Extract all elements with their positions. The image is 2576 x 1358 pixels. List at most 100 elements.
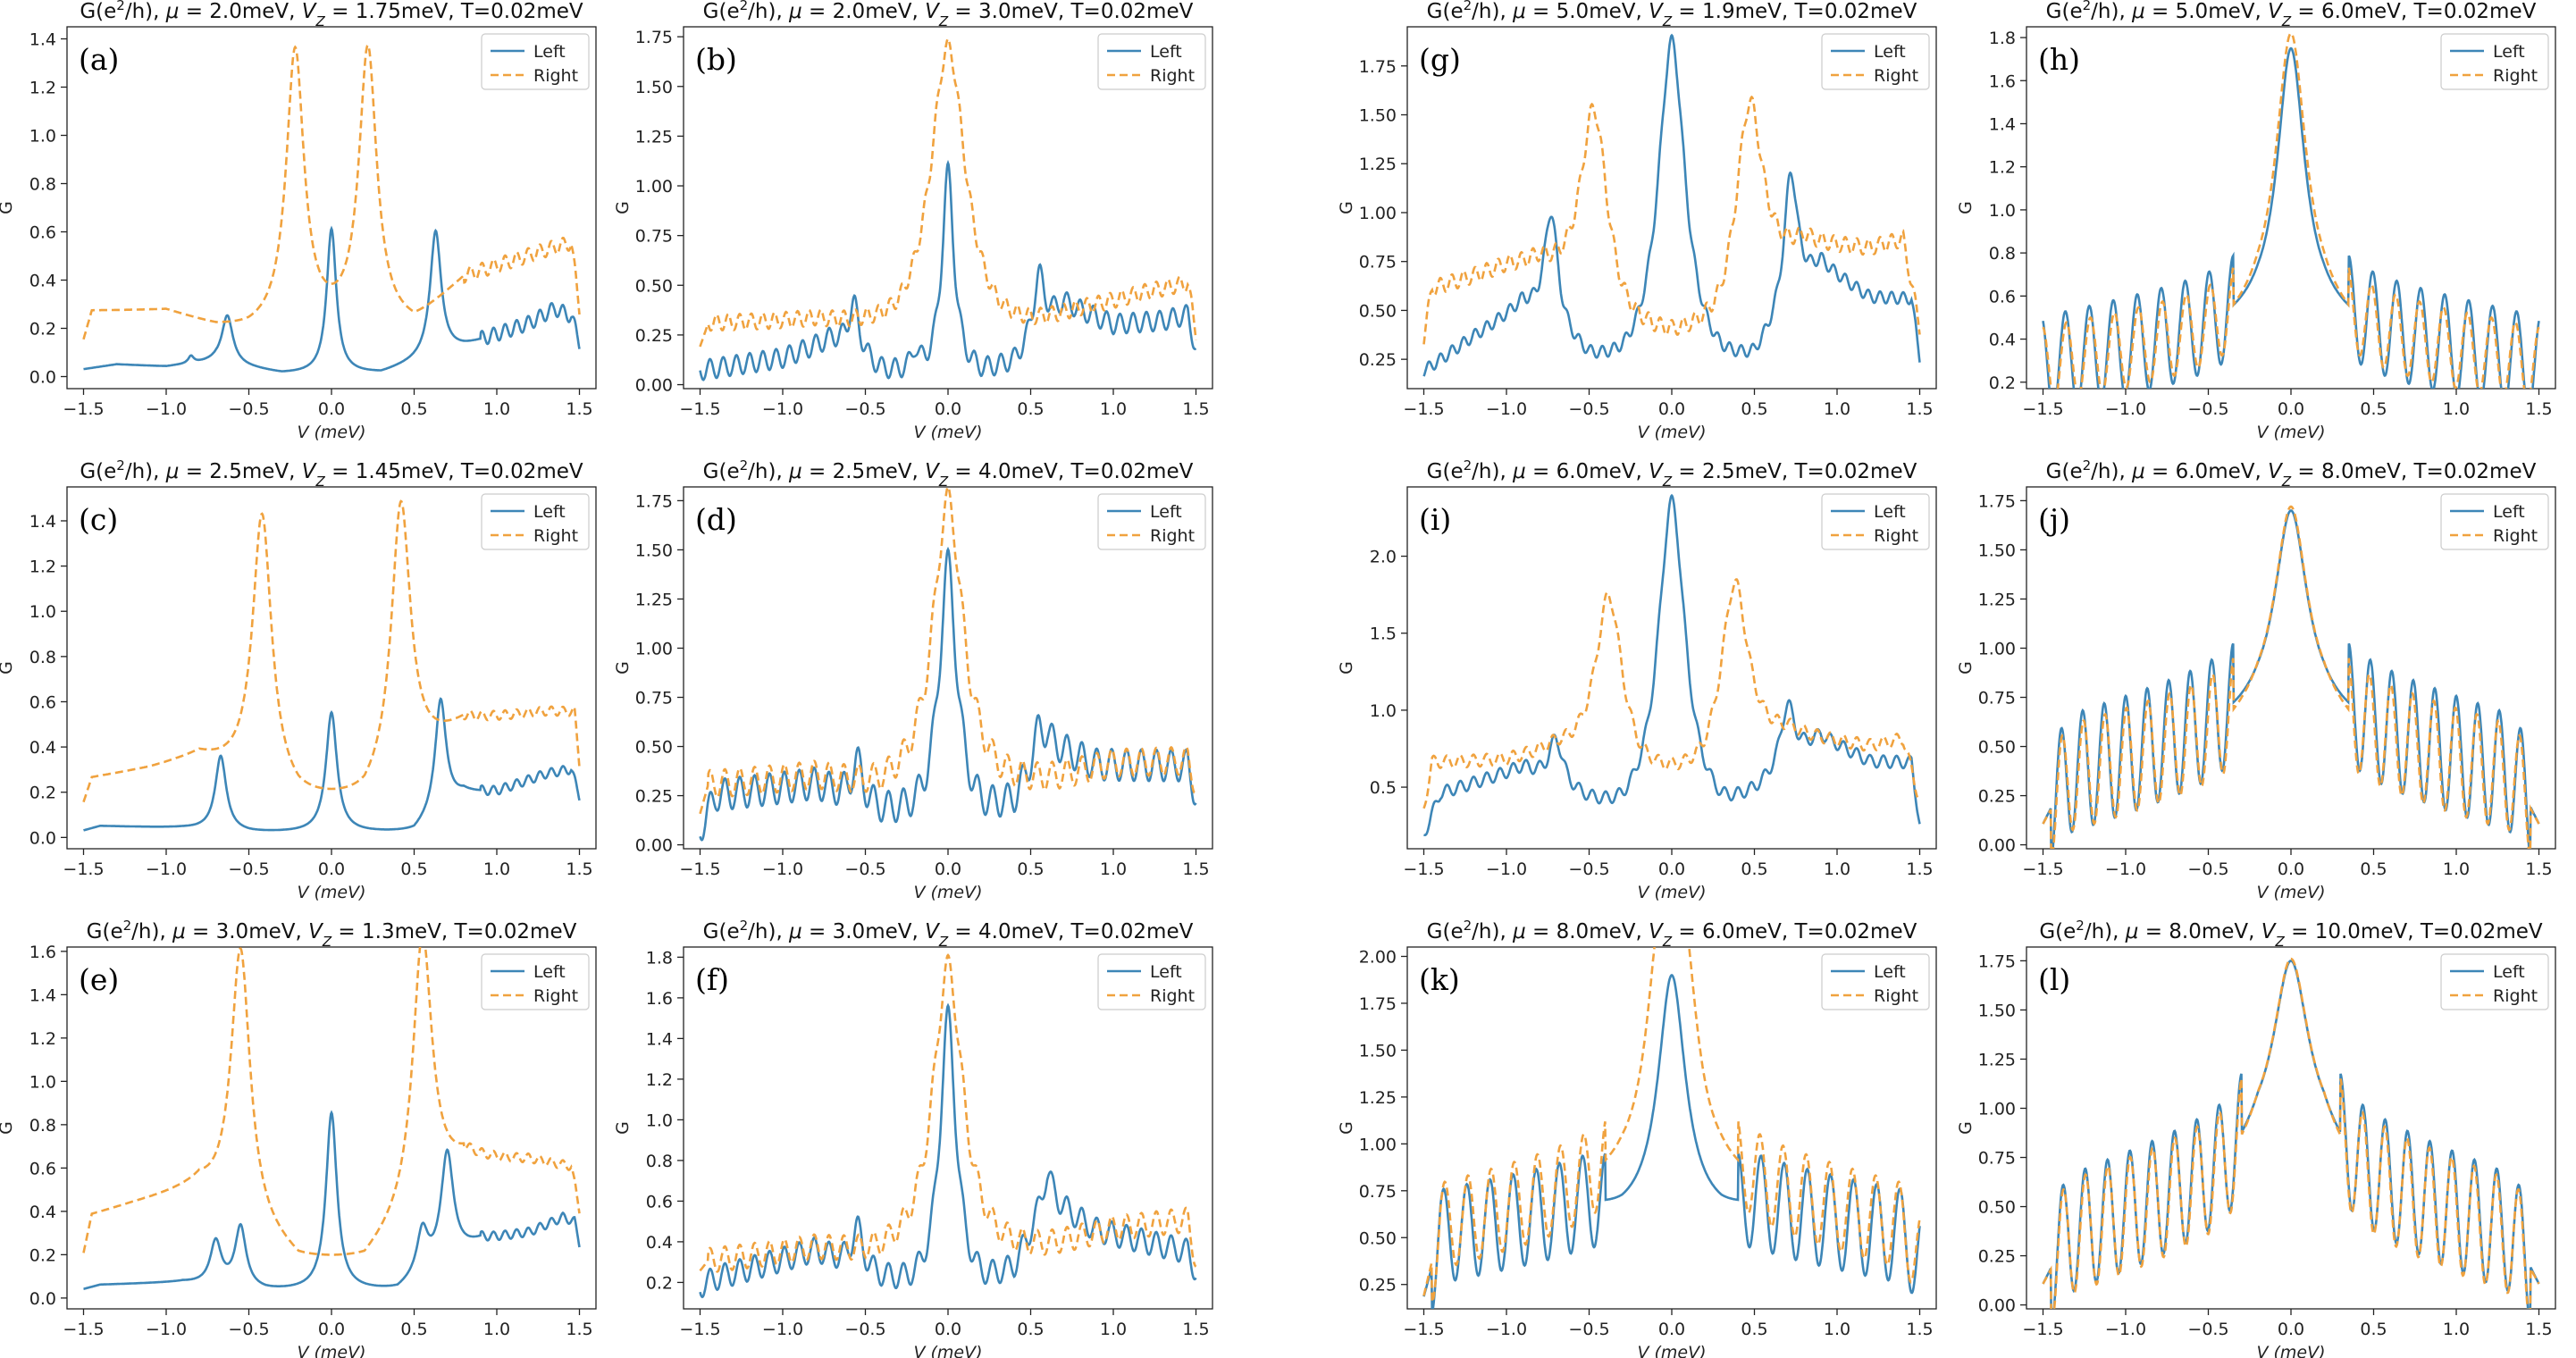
y-tick-label: 1.25 — [635, 590, 673, 609]
x-tick-label: 0.5 — [1017, 399, 1044, 419]
y-tick-label: 0.75 — [1978, 1149, 2016, 1169]
x-tick-label: 1.5 — [2525, 859, 2552, 879]
legend: Left Right — [1097, 953, 1206, 1010]
legend-left-label: Left — [1150, 42, 1182, 62]
x-tick-label: −1.0 — [1486, 859, 1527, 879]
x-tick-label: 0.0 — [935, 399, 961, 419]
y-tick-label: 1.75 — [635, 28, 673, 47]
legend-left-label: Left — [2493, 962, 2525, 982]
y-tick-label: 0.75 — [1359, 1182, 1397, 1202]
y-tick-label: 0.50 — [1359, 1228, 1397, 1248]
legend-left-label: Left — [2493, 42, 2525, 62]
y-axis-label: G — [1956, 201, 1976, 214]
panel-h: G(e2/h), μ = 5.0meV, VZ = 6.0meV, T=0.02… — [1956, 0, 2556, 442]
x-tick-label: −1.0 — [762, 859, 803, 879]
series-right-line — [699, 953, 1197, 1273]
y-axis-label: G — [613, 661, 633, 675]
y-tick-label: 1.25 — [1359, 155, 1397, 174]
x-tick-label: 0.0 — [1658, 859, 1685, 879]
y-tick-label: 1.00 — [1359, 1135, 1397, 1154]
y-tick-label: 1.75 — [1359, 57, 1397, 77]
legend-left-label: Left — [533, 42, 566, 62]
panel-b: G(e2/h), μ = 2.0meV, VZ = 3.0meV, T=0.02… — [613, 0, 1213, 442]
y-tick-label: 1.4 — [29, 512, 56, 532]
y-axis-label: G — [1956, 661, 1976, 675]
x-tick-label: −1.5 — [679, 399, 720, 419]
y-tick-label: 1.00 — [635, 177, 673, 197]
y-tick-label: 0.8 — [1989, 244, 2016, 264]
legend-left-label: Left — [533, 502, 566, 522]
legend: Left Right — [1097, 493, 1206, 550]
x-tick-label: 0.0 — [2278, 399, 2304, 419]
x-axis-label: V (meV) — [2256, 883, 2325, 902]
legend-left-label: Left — [2493, 502, 2525, 522]
legend: Left Right — [2440, 953, 2549, 1010]
x-tick-label: 0.0 — [318, 859, 345, 879]
x-tick-label: 1.0 — [1824, 859, 1850, 879]
y-tick-label: 0.6 — [29, 1159, 56, 1178]
y-tick-label: 0.8 — [646, 1152, 673, 1171]
x-tick-label: 1.0 — [1100, 1320, 1127, 1339]
y-tick-label: 0.25 — [1978, 787, 2016, 807]
legend: Left Right — [481, 33, 590, 90]
y-axis-label: G — [0, 201, 16, 214]
x-tick-label: 0.5 — [2360, 399, 2387, 419]
x-tick-label: −0.5 — [1568, 1320, 1609, 1339]
x-tick-label: 1.5 — [1182, 859, 1209, 879]
y-tick-label: 0.0 — [29, 368, 56, 388]
panel-label: (g) — [1419, 42, 1461, 77]
series-left-line — [83, 225, 581, 373]
panel-l: G(e2/h), μ = 8.0meV, VZ = 10.0meV, T=0.0… — [1956, 918, 2556, 1358]
x-tick-label: 0.5 — [400, 1320, 427, 1339]
panel-label: (c) — [79, 502, 118, 537]
y-tick-label: 1.50 — [1359, 1041, 1397, 1060]
y-tick-label: 0.00 — [1978, 836, 2016, 856]
x-tick-label: −1.0 — [762, 1320, 803, 1339]
y-axis-label: G — [1337, 1121, 1356, 1135]
panel-title: G(e2/h), μ = 2.5meV, VZ = 4.0meV, T=0.02… — [703, 457, 1194, 490]
legend-left-label: Left — [533, 962, 566, 982]
x-axis-label: V (meV) — [297, 423, 365, 442]
y-tick-label: 1.75 — [1359, 994, 1397, 1014]
x-tick-label: 1.0 — [2443, 859, 2470, 879]
x-axis-label: V (meV) — [1637, 883, 1706, 902]
y-tick-label: 0.75 — [635, 689, 673, 708]
x-tick-label: −0.5 — [2187, 399, 2228, 419]
panel-label: (a) — [79, 42, 119, 77]
series-right-line — [82, 43, 581, 340]
x-tick-label: 1.5 — [566, 1320, 592, 1339]
x-tick-label: 1.5 — [1182, 1320, 1209, 1339]
y-tick-label: 1.6 — [29, 943, 56, 962]
y-tick-label: 1.0 — [1370, 701, 1397, 721]
panel-title: G(e2/h), μ = 6.0meV, VZ = 2.5meV, T=0.02… — [1427, 457, 1917, 490]
x-tick-label: 0.0 — [1658, 399, 1685, 419]
x-tick-label: −0.5 — [228, 859, 269, 879]
series-right-line — [2042, 31, 2540, 389]
x-tick-label: 0.0 — [2278, 1320, 2304, 1339]
panel-title: G(e2/h), μ = 5.0meV, VZ = 6.0meV, T=0.02… — [2046, 0, 2537, 29]
y-tick-label: 0.25 — [1359, 1276, 1397, 1295]
x-tick-label: 0.5 — [2360, 1320, 2387, 1339]
x-axis-label: V (meV) — [913, 1343, 982, 1358]
y-tick-label: 0.6 — [29, 223, 56, 243]
legend: Left Right — [481, 493, 590, 550]
x-tick-label: −1.0 — [2105, 399, 2146, 419]
x-tick-label: 1.5 — [1906, 1320, 1933, 1339]
x-tick-label: −0.5 — [844, 859, 885, 879]
legend-left-label: Left — [1150, 502, 1182, 522]
y-axis-label: G — [613, 201, 633, 214]
x-tick-label: −1.0 — [2105, 1320, 2146, 1339]
y-tick-label: 0.6 — [1989, 287, 2016, 306]
y-tick-label: 0.5 — [1370, 778, 1397, 798]
y-tick-label: 1.75 — [635, 491, 673, 511]
y-tick-label: 1.2 — [29, 557, 56, 577]
y-tick-label: 1.2 — [646, 1070, 673, 1090]
x-tick-label: −1.0 — [2105, 859, 2146, 879]
panel-title: G(e2/h), μ = 2.5meV, VZ = 1.45meV, T=0.0… — [80, 457, 583, 490]
y-tick-label: 0.2 — [646, 1273, 673, 1293]
legend: Left Right — [1097, 33, 1206, 90]
x-tick-label: 0.5 — [2360, 859, 2387, 879]
legend: Left Right — [1821, 493, 1930, 550]
y-axis-label: G — [0, 1121, 16, 1135]
y-tick-label: 1.00 — [635, 639, 673, 658]
